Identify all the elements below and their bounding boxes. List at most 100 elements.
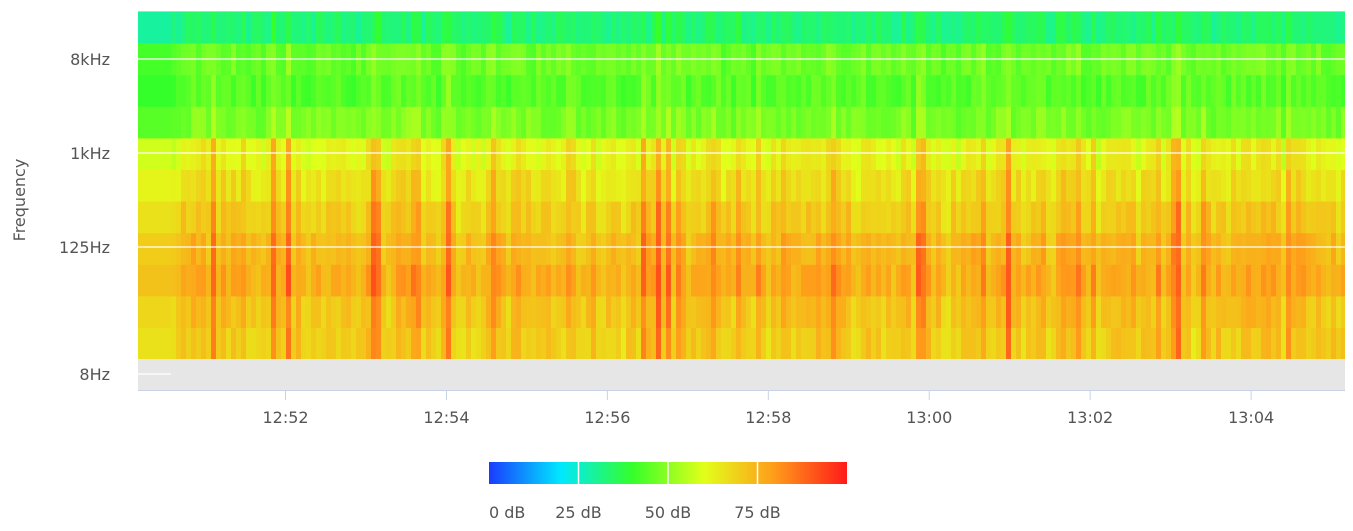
heatmap-cell	[1081, 232, 1087, 265]
heatmap-cell	[716, 201, 722, 234]
heatmap-cell	[206, 264, 212, 297]
heatmap-cell	[1301, 327, 1307, 360]
heatmap-cell	[566, 74, 572, 107]
heatmap-cell	[471, 137, 477, 170]
heatmap-cell	[176, 264, 182, 297]
heatmap-cell	[381, 201, 387, 234]
heatmap-cell	[896, 74, 902, 107]
heatmap-cell	[351, 74, 357, 107]
heatmap-cell	[621, 137, 627, 170]
heatmap-cell	[561, 264, 567, 297]
heatmap-cell	[471, 106, 477, 139]
heatmap-cell	[1161, 74, 1167, 107]
heatmap-cell	[656, 295, 662, 328]
heatmap-cell	[281, 137, 287, 170]
heatmap-cell	[631, 327, 637, 360]
heatmap-cell	[796, 295, 802, 328]
heatmap-cell	[311, 106, 317, 139]
heatmap-cell	[841, 11, 847, 44]
heatmap-cell	[946, 11, 952, 44]
heatmap-cell	[811, 201, 817, 234]
heatmap-cell	[401, 169, 407, 202]
heatmap-cell	[1061, 201, 1067, 234]
heatmap-cell	[781, 232, 787, 265]
heatmap-cell	[1201, 74, 1207, 107]
heatmap-cell	[286, 74, 292, 107]
heatmap-cell	[266, 295, 272, 328]
heatmap-cell	[1021, 201, 1027, 234]
heatmap-cell	[246, 106, 252, 139]
heatmap-cell	[396, 295, 402, 328]
heatmap-cell	[546, 74, 552, 107]
heatmap-cell	[1056, 201, 1062, 234]
heatmap-cell	[711, 201, 717, 234]
heatmap-cell	[246, 201, 252, 234]
heatmap-cell	[1021, 295, 1027, 328]
heatmap-cell	[941, 232, 947, 265]
heatmap-cell	[1136, 201, 1142, 234]
heatmap-cell	[516, 137, 522, 170]
heatmap-cell	[581, 295, 587, 328]
heatmap-cell	[1086, 169, 1092, 202]
heatmap-cell	[381, 169, 387, 202]
heatmap-cell	[1276, 74, 1282, 107]
heatmap-cell	[556, 106, 562, 139]
heatmap-cell	[431, 232, 437, 265]
heatmap-cell	[886, 295, 892, 328]
heatmap-cell	[631, 295, 637, 328]
heatmap-cell	[736, 327, 742, 360]
heatmap-cell	[756, 295, 762, 328]
heatmap-cell	[331, 169, 337, 202]
heatmap-cell	[1041, 74, 1047, 107]
heatmap-cell	[771, 106, 777, 139]
heatmap-cell	[1306, 232, 1312, 265]
heatmap-cell	[216, 264, 222, 297]
heatmap-cell	[276, 327, 282, 360]
heatmap-cell	[1126, 169, 1132, 202]
heatmap-cell	[1306, 137, 1312, 170]
heatmap-cell	[841, 106, 847, 139]
heatmap-cell	[616, 232, 622, 265]
heatmap-cell	[826, 295, 832, 328]
heatmap-cell	[626, 137, 632, 170]
heatmap-cell	[361, 11, 367, 44]
heatmap-cell	[961, 295, 967, 328]
heatmap-cell	[931, 137, 937, 170]
heatmap-cell	[291, 327, 297, 360]
heatmap-cell	[1336, 232, 1342, 265]
heatmap-cells	[138, 11, 1345, 390]
heatmap-cell	[421, 169, 427, 202]
heatmap-cell	[446, 11, 452, 44]
heatmap-cell	[241, 137, 247, 170]
heatmap-cell	[816, 264, 822, 297]
heatmap-cell	[731, 11, 737, 44]
heatmap-cell	[551, 106, 557, 139]
heatmap-cell	[221, 74, 227, 107]
heatmap-cell	[1141, 327, 1147, 360]
heatmap-cell	[951, 264, 957, 297]
heatmap-cell	[421, 232, 427, 265]
heatmap-cell	[1016, 264, 1022, 297]
heatmap-cell	[1341, 295, 1345, 328]
heatmap-cell	[521, 264, 527, 297]
heatmap-cell	[991, 106, 997, 139]
heatmap-cell	[1051, 295, 1057, 328]
heatmap-cell	[1311, 201, 1317, 234]
heatmap-cell	[1276, 295, 1282, 328]
heatmap-cell	[471, 295, 477, 328]
heatmap-cell	[461, 137, 467, 170]
heatmap-cell	[561, 137, 567, 170]
heatmap-cell	[416, 137, 422, 170]
heatmap-cell	[226, 327, 232, 360]
heatmap-cell	[1221, 327, 1227, 360]
heatmap-cell	[1046, 106, 1052, 139]
heatmap-cell	[1056, 264, 1062, 297]
heatmap-cell	[281, 232, 287, 265]
heatmap-cell	[891, 264, 897, 297]
heatmap-cell	[601, 327, 607, 360]
heatmap-cell	[416, 264, 422, 297]
heatmap-cell	[176, 74, 182, 107]
heatmap-cell	[1231, 201, 1237, 234]
heatmap-cell	[1046, 327, 1052, 360]
heatmap-cell	[791, 11, 797, 44]
